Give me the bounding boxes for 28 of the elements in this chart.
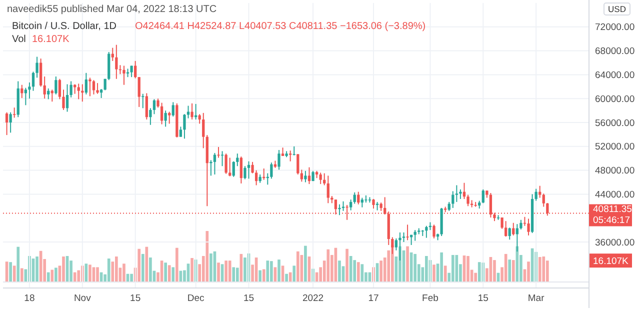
y-tick-label: 60000.00 [595, 94, 635, 105]
x-tick-label: Mar [528, 293, 544, 304]
ref-line-label: 40811.35 [593, 204, 632, 216]
x-tick-label: 17 [368, 293, 379, 304]
x-tick-label: 2022 [302, 293, 324, 304]
text: 05:46:17 [593, 215, 630, 226]
y-tick-label: 64000.00 [595, 70, 635, 82]
text: USD [608, 4, 626, 14]
chart-title: Vol [12, 34, 26, 45]
x-tick-label: 15 [243, 293, 254, 304]
y-tick-label: 48000.00 [595, 166, 635, 177]
x-tick-label: 15 [130, 293, 141, 304]
text: Bitcoin / U.S. Dollar, 1D [12, 21, 116, 32]
x-tick-label: Feb [422, 293, 438, 304]
x-tick-label: Nov [74, 293, 92, 304]
y-tick-label: 36000.00 [595, 237, 635, 248]
text: O42464.41 H42524.87 L40407.53 C40811.35 −1653.06 (−3.89%) [135, 21, 426, 32]
x-tick-label: 15 [478, 293, 488, 304]
text: 16.107K [593, 256, 630, 267]
annotation: naveedik55 published Mar 04, 2022 18:13 UTC [7, 4, 217, 15]
text: 16.107K [32, 34, 70, 45]
y-tick-label: 52000.00 [595, 142, 635, 153]
x-tick-label: Dec [187, 293, 205, 304]
y-tick-label: 56000.00 [595, 118, 635, 129]
x-tick-label: 18 [24, 293, 35, 304]
y-tick-label: 68000.00 [595, 46, 635, 58]
y-tick-label: 72000.00 [595, 22, 635, 34]
y-tick-label: 44000.00 [595, 190, 635, 201]
